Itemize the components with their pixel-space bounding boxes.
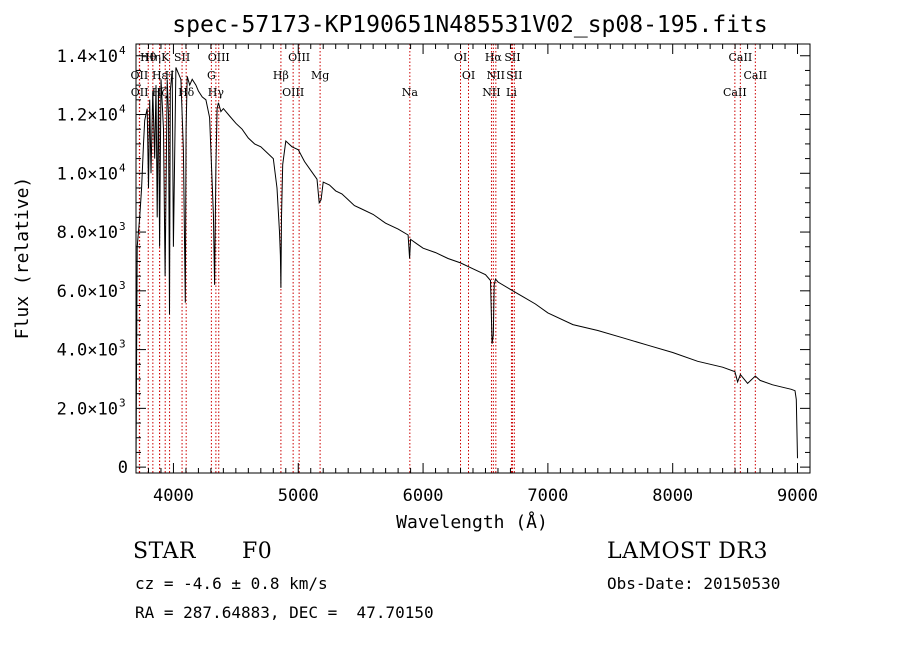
emission-line-label: NII [487, 69, 505, 82]
emission-line-label: OI [454, 51, 467, 64]
x-axis: 4000 5000 6000 7000 8000 9000 [135, 44, 818, 506]
survey-name: LAMOST DR3 [607, 539, 768, 564]
emission-line-labels: HθOIIOIIHηHεHζKHHδSIIGHγOIIIHβOIIIOIIIMg… [131, 51, 768, 99]
y-tick-label: 4.0×10 [57, 341, 118, 361]
redshift-velocity: cz = -4.6 ± 0.8 km/s [135, 574, 328, 593]
y-tick-label: 1.0×10 [57, 164, 118, 184]
object-class: STAR [133, 539, 196, 564]
emission-line-label: OIII [282, 86, 304, 99]
y-tick-label: 8.0×10 [57, 223, 118, 243]
emission-line-label: OIII [208, 51, 230, 64]
emission-line-label: SII [506, 69, 522, 82]
x-tick-label: 5000 [278, 486, 319, 506]
emission-line-label: NII [482, 86, 500, 99]
y-tick-exponent: 4 [119, 103, 126, 116]
ra-dec: RA = 287.64883, DEC = 47.70150 [135, 603, 434, 622]
emission-line-label: OIII [288, 51, 310, 64]
emission-line-label: Hγ [208, 86, 225, 99]
emission-line-label: Hα [485, 51, 503, 64]
emission-line-label: Hθ [140, 51, 157, 64]
y-tick-exponent: 3 [119, 396, 126, 409]
emission-line-label: SII [174, 51, 190, 64]
x-axis-label: Wavelength (Å) [396, 511, 548, 533]
emission-line-label: Hζ [152, 86, 168, 99]
emission-line-label: Hβ [273, 69, 289, 82]
x-tick-label: 6000 [403, 486, 444, 506]
emission-line-label: CaII [723, 86, 747, 99]
emission-line-label: SII [504, 51, 520, 64]
emission-line-label: Na [402, 86, 419, 99]
emission-line-label: OI [462, 69, 475, 82]
emission-line-label: OII [131, 69, 149, 82]
emission-line-label: CaII [729, 51, 753, 64]
plot-frame [135, 43, 811, 474]
emission-line-label: Hη [145, 51, 161, 64]
x-tick-label: 8000 [652, 486, 693, 506]
y-axis: 02.0×10 34.0×10 36.0×10 38.0×10 31.0×10 41.2×… [57, 44, 810, 478]
spectrum-line [135, 67, 798, 468]
y-axis-label: Flux (relative) [12, 177, 33, 340]
y-tick-label: 0 [118, 458, 128, 478]
x-tick-label: 4000 [153, 486, 194, 506]
y-tick-label: 2.0×10 [57, 399, 118, 419]
y-tick-exponent: 4 [119, 44, 126, 57]
x-tick-label: 7000 [527, 486, 568, 506]
emission-line-label: CaII [743, 69, 767, 82]
y-tick-exponent: 4 [119, 161, 126, 174]
y-tick-label: 6.0×10 [57, 282, 118, 302]
y-tick-exponent: 3 [119, 220, 126, 233]
emission-line-label: Hε [152, 69, 168, 82]
emission-line-label: Hδ [178, 86, 195, 99]
y-tick-label: 1.2×10 [57, 106, 118, 126]
y-tick-exponent: 3 [119, 279, 126, 292]
emission-line-label: Li [506, 86, 517, 99]
observation-date: Obs-Date: 20150530 [607, 574, 781, 593]
chart-title: spec-57173-KP190651N485531V02_sp08-195.f… [172, 12, 767, 38]
x-tick-label: 9000 [777, 486, 818, 506]
emission-line-label: OII [131, 86, 149, 99]
y-tick-label: 1.4×10 [57, 47, 118, 67]
emission-line-label: H [165, 69, 175, 82]
emission-line-label: G [207, 69, 216, 82]
emission-line-label: Mg [311, 69, 329, 82]
y-tick-exponent: 3 [119, 338, 126, 351]
emission-line-label: K [161, 51, 170, 64]
object-subclass: F0 [242, 539, 273, 564]
